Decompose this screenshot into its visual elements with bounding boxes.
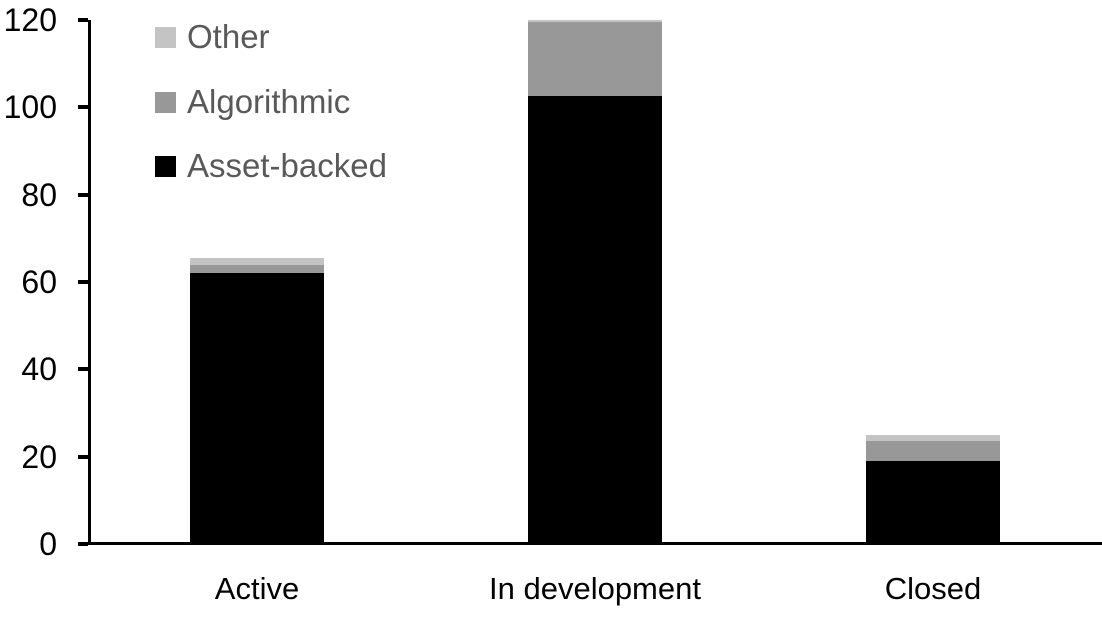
- y-tick-label-20: 20: [21, 439, 57, 475]
- y-tick-mark-0: [78, 542, 88, 546]
- y-tick-mark-20: [78, 455, 88, 459]
- y-tick-label-0: 0: [39, 526, 57, 562]
- y-tick-mark-80: [78, 193, 88, 197]
- bar-closed-algorithmic: [866, 441, 1000, 461]
- legend-swatch-other-icon: [155, 26, 176, 48]
- y-tick-mark-120: [78, 18, 88, 22]
- legend-swatch-algorithmic-icon: [155, 91, 176, 113]
- legend-swatch-asset-backed-icon: [155, 155, 176, 177]
- bar-active-asset-backed: [190, 273, 324, 544]
- y-tick-mark-100: [78, 105, 88, 109]
- x-category-label-closed: Closed: [884, 571, 982, 606]
- y-tick-label-60: 60: [21, 264, 57, 300]
- x-category-label-active: Active: [214, 571, 300, 606]
- legend-label-other: Other: [187, 18, 270, 55]
- y-tick-label-120: 120: [3, 2, 57, 38]
- bar-active-other: [190, 258, 324, 265]
- y-axis-line: [88, 20, 91, 545]
- legend-item-asset-backed: Asset-backed: [155, 149, 387, 183]
- legend-label-algorithmic: Algorithmic: [187, 83, 351, 120]
- bar-in-development-other: [528, 20, 662, 23]
- x-category-label-in-development: In development: [489, 571, 701, 606]
- bar-active-algorithmic: [190, 264, 324, 274]
- y-tick-mark-40: [78, 367, 88, 371]
- legend-item-other: Other: [155, 20, 270, 54]
- y-tick-mark-60: [78, 280, 88, 284]
- bar-closed-asset-backed: [866, 461, 1000, 544]
- y-tick-label-80: 80: [21, 177, 57, 213]
- bar-in-development-asset-backed: [528, 96, 662, 544]
- legend-item-algorithmic: Algorithmic: [155, 85, 350, 119]
- y-tick-label-40: 40: [21, 351, 57, 387]
- legend-label-asset-backed: Asset-backed: [187, 147, 387, 184]
- bar-closed-other: [866, 434, 1000, 442]
- y-tick-label-100: 100: [3, 89, 57, 125]
- bar-in-development-algorithmic: [528, 22, 662, 97]
